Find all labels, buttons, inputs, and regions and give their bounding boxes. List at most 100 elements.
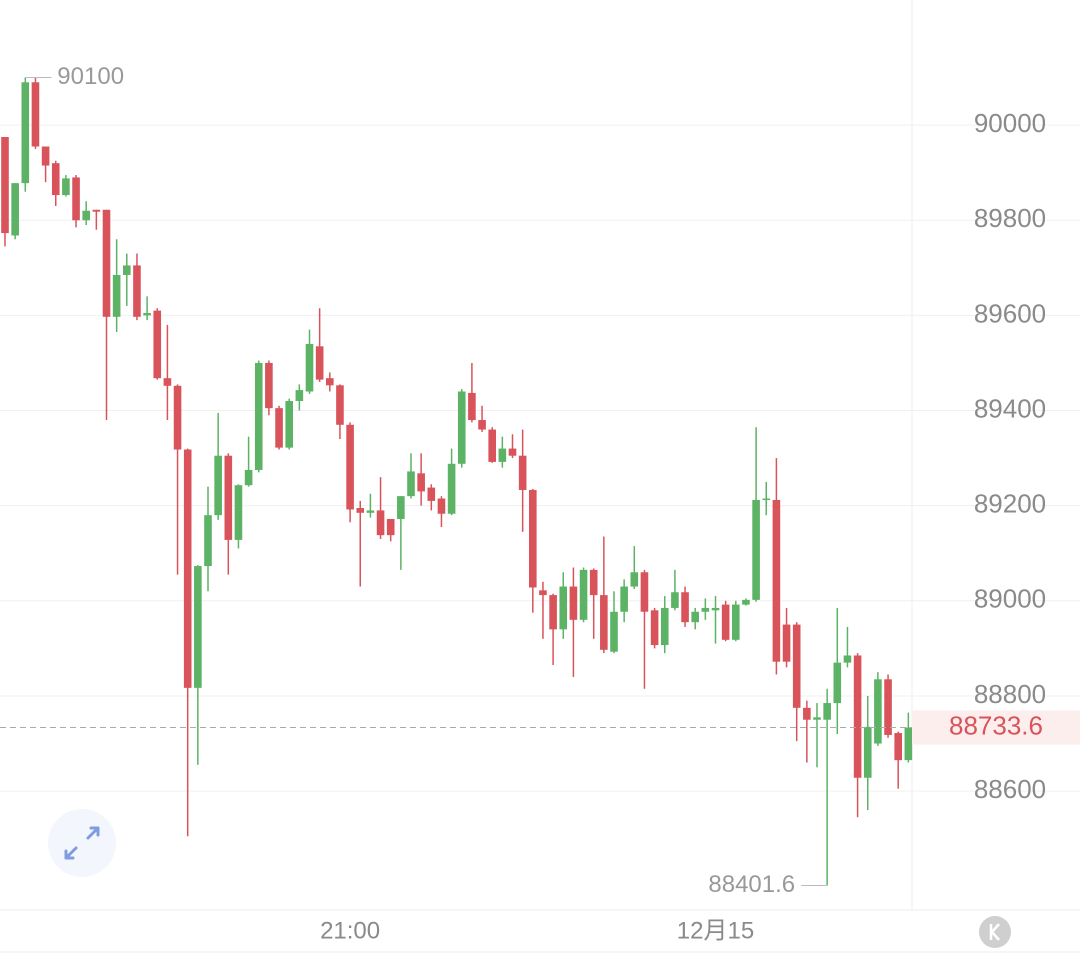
candle-body (569, 586, 578, 620)
candle-body (376, 510, 385, 536)
candle-body (853, 655, 862, 778)
candle-body (732, 604, 740, 640)
x-tick-label: 12月15 (677, 917, 754, 944)
y-tick-label: 89200 (974, 489, 1046, 519)
candle-body (630, 572, 639, 587)
candle-body (691, 611, 699, 623)
kline-button[interactable] (979, 916, 1011, 948)
candle-body (234, 485, 243, 540)
candle-body (559, 586, 568, 630)
candle-body (133, 265, 141, 317)
max-label: 90100 (57, 63, 124, 90)
candle-body (82, 210, 90, 221)
last-price-bg (912, 710, 1080, 745)
candle-body (600, 595, 608, 650)
expand-button[interactable] (48, 809, 116, 877)
candle-body (742, 599, 750, 605)
candle-body (671, 592, 679, 608)
candle-body (407, 471, 415, 497)
candle-body (437, 498, 446, 514)
y-tick-label: 88800 (974, 679, 1046, 709)
candle-body (529, 489, 537, 588)
candle-body (305, 343, 314, 392)
candle-body (508, 448, 517, 456)
candle-body (366, 510, 375, 513)
candle-body (72, 177, 80, 221)
candle-body (163, 378, 172, 386)
candle-body (681, 592, 689, 623)
candle-body (11, 183, 19, 236)
candle-body (884, 679, 892, 735)
candle-body (549, 595, 557, 630)
candle-body (102, 209, 111, 317)
y-tick-label: 89000 (974, 584, 1046, 614)
candle-body (863, 726, 872, 778)
candle-body (254, 362, 263, 470)
candle-body (762, 498, 771, 501)
candle-body (51, 163, 60, 196)
candle-body (752, 499, 760, 600)
candle-body (397, 496, 405, 519)
candle-body (224, 455, 233, 540)
y-tick-label: 90000 (974, 108, 1046, 138)
expand-bg (48, 809, 116, 877)
candle-body (315, 346, 324, 380)
candle-body (803, 707, 811, 720)
candle-body (62, 178, 70, 196)
candle-body (772, 499, 781, 662)
candle-body (143, 313, 151, 316)
candle-body (112, 274, 121, 317)
candle-body (610, 611, 618, 652)
min-label: 88401.6 (708, 871, 795, 898)
candle-body (589, 569, 598, 596)
candle-body (701, 607, 710, 612)
candle-body (833, 662, 842, 704)
candle-body (579, 569, 588, 620)
kline-icon (989, 923, 1000, 941)
candle-body (346, 424, 354, 510)
kline-bg (979, 916, 1011, 948)
candle-body (813, 717, 821, 720)
candle-body (275, 408, 283, 448)
candle-body (823, 703, 831, 720)
candle-body (386, 518, 395, 536)
candle-body (326, 378, 334, 386)
candle-body (285, 401, 293, 448)
candle-body (214, 455, 222, 516)
candle-body (640, 572, 649, 612)
candle-body (417, 473, 425, 492)
candle-body (620, 586, 628, 612)
candle-body (843, 655, 852, 663)
candle-body (457, 391, 466, 464)
candle-body (427, 487, 436, 501)
expand-icon (64, 826, 100, 860)
candle-body (204, 515, 212, 567)
candle-body (1, 136, 9, 234)
candle-body (153, 310, 162, 379)
candle-body (41, 146, 50, 166)
x-tick-label: 21:00 (320, 917, 380, 944)
candle-body (123, 265, 131, 275)
last-price-label: 88733.6 (949, 710, 1043, 740)
candle-body (874, 679, 882, 744)
candle-body (356, 508, 365, 513)
candle-body (183, 449, 192, 688)
candle-body (21, 82, 30, 184)
candle-body (782, 624, 791, 662)
candle-body (468, 392, 476, 421)
candle-body (265, 362, 273, 409)
candle-body (660, 607, 669, 646)
candle-body (295, 390, 304, 402)
candle-body (92, 209, 101, 212)
candle-body (904, 727, 913, 761)
candle-body (488, 429, 496, 462)
y-tick-label: 89400 (974, 393, 1046, 423)
candle-body (336, 385, 344, 425)
candle-body (194, 566, 202, 688)
candle-body (478, 420, 486, 430)
candle-body (498, 448, 507, 462)
y-tick-label: 89600 (974, 298, 1046, 328)
y-tick-label: 89800 (974, 203, 1046, 233)
y-tick-label: 88600 (974, 774, 1046, 804)
